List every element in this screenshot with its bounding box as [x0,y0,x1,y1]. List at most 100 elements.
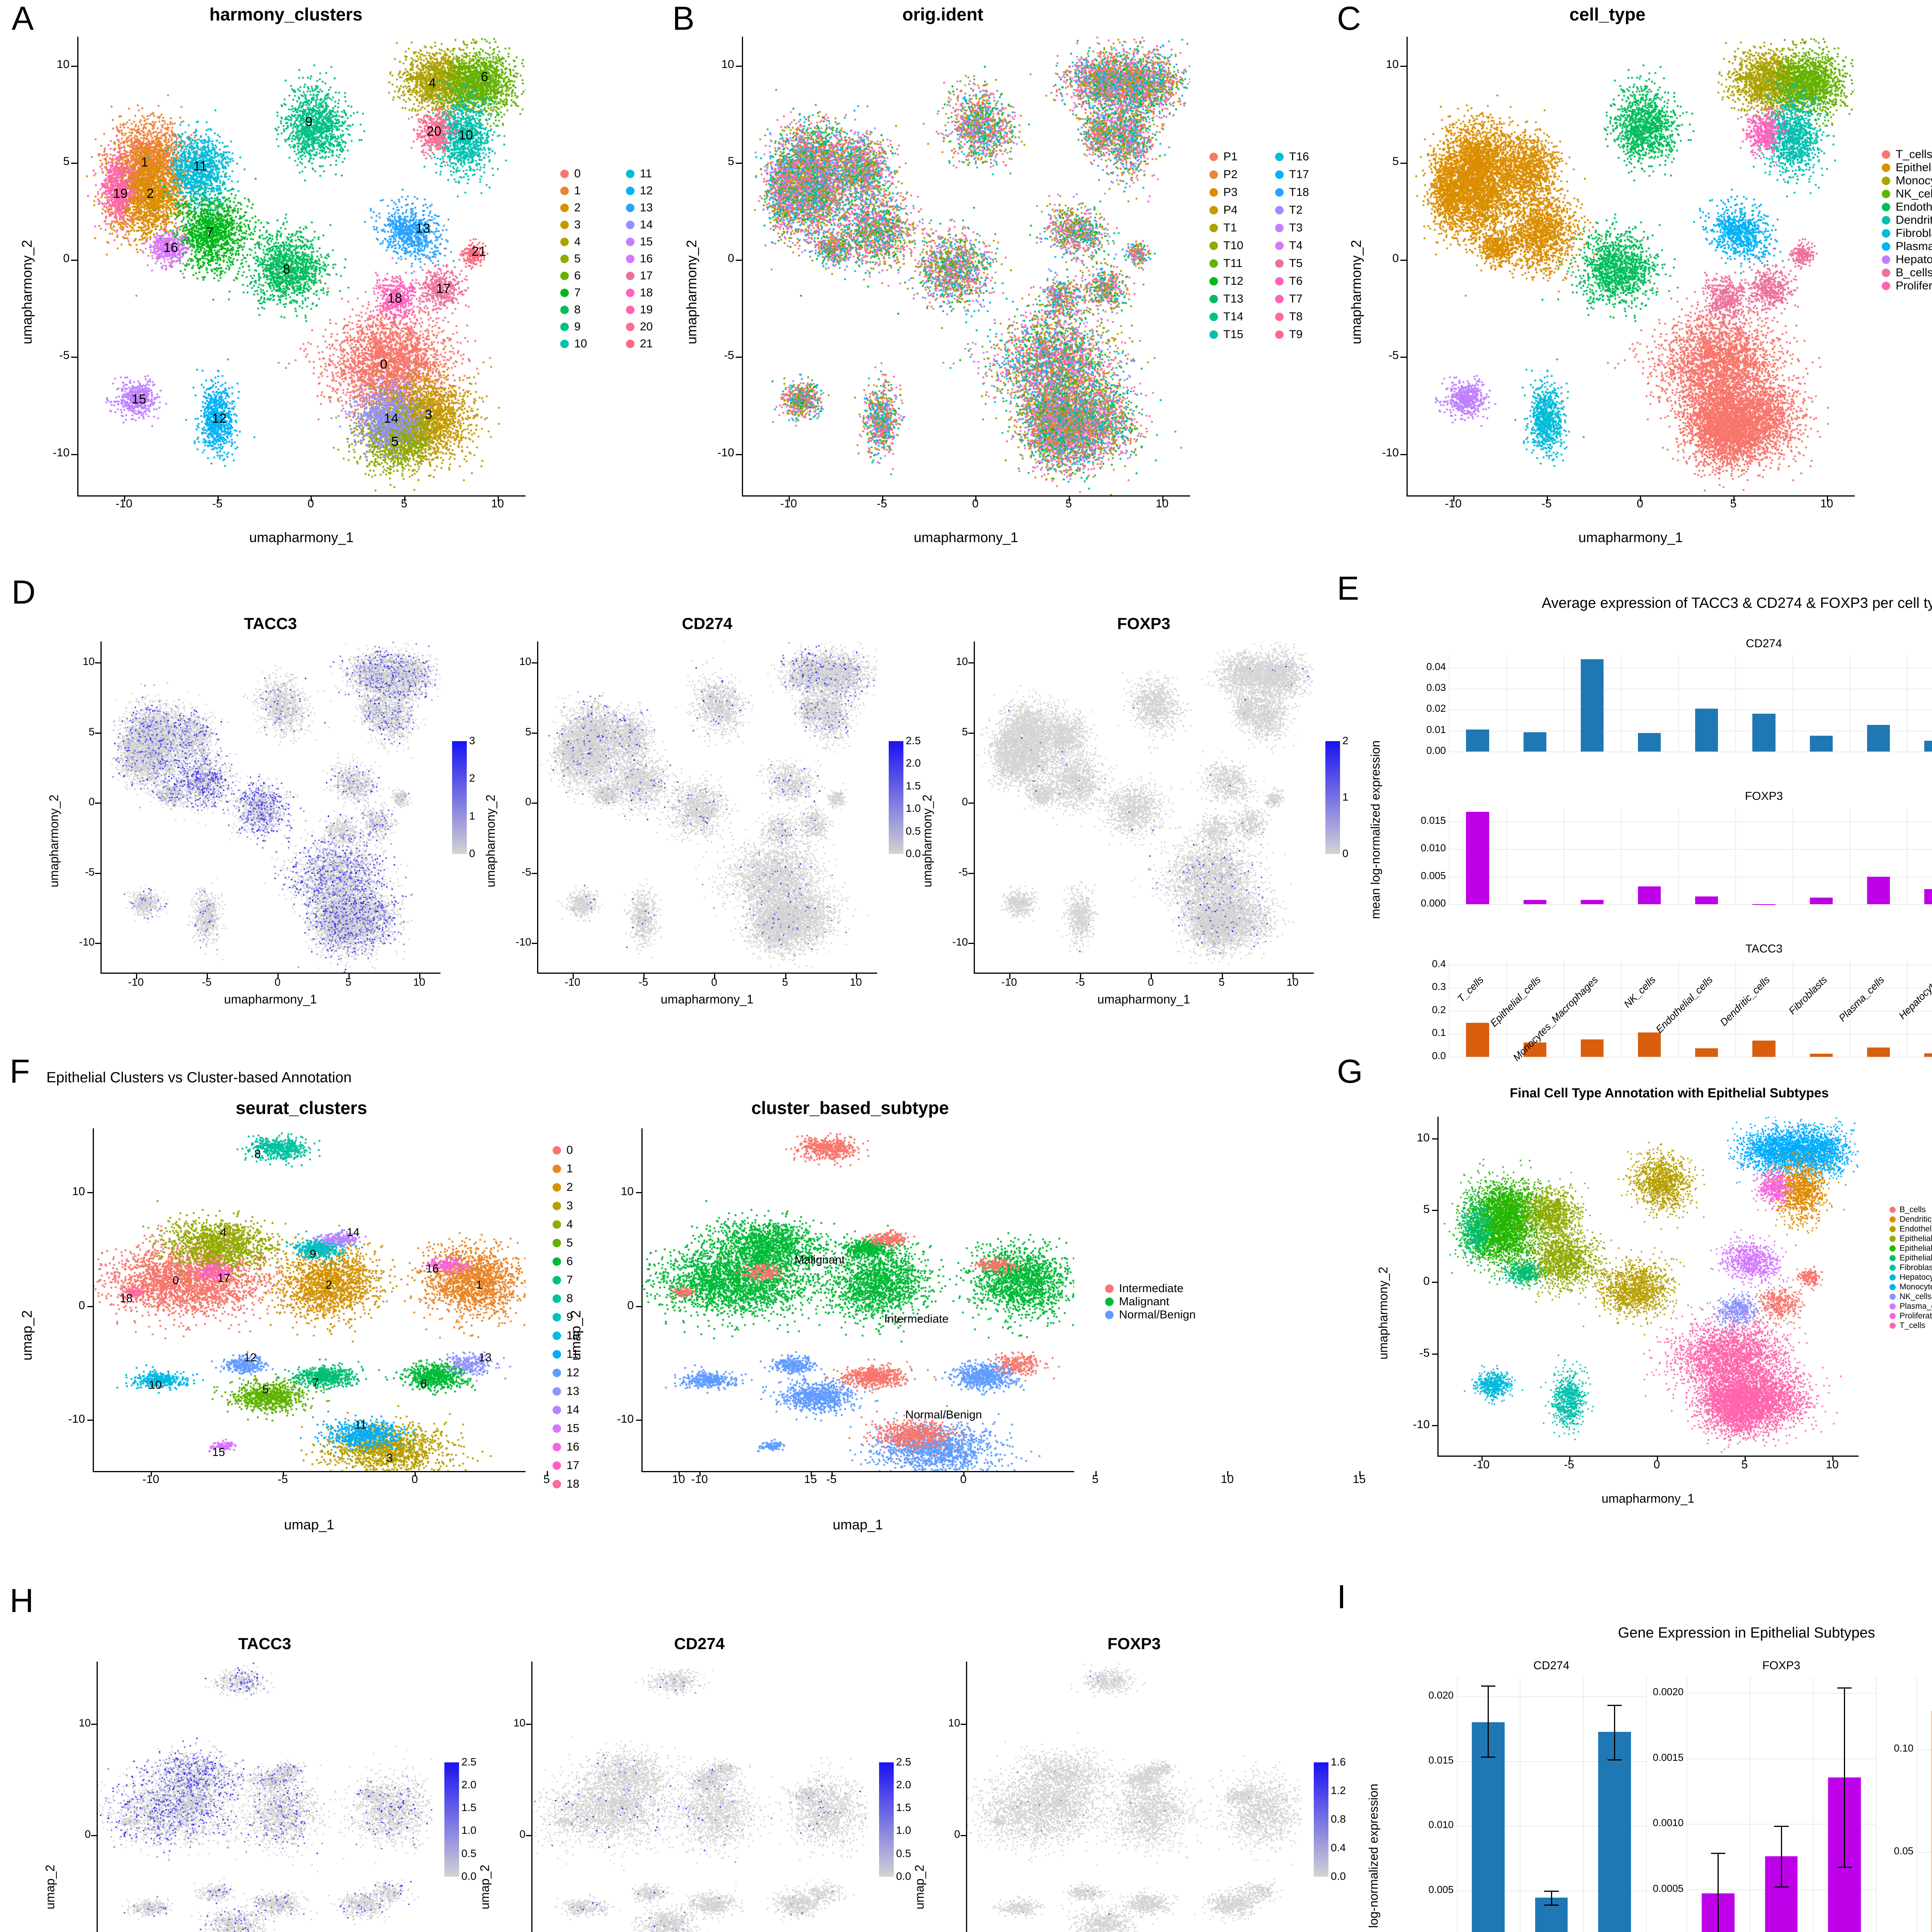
legend-sample-item[interactable]: T3 [1275,220,1309,236]
legend-harmony-cluster-item[interactable]: 11 [626,166,653,182]
panel-f-label: F [10,1053,30,1090]
legend-seurat-cluster-item[interactable]: 4 [553,1216,579,1233]
legend-seurat-cluster-item[interactable]: 0 [553,1142,579,1159]
legend-label: 18 [640,286,653,299]
legend-seurat-cluster-item[interactable]: 18 [553,1476,579,1493]
epi-cluster-label-10: 10 [149,1379,162,1392]
legend-harmony-cluster-item[interactable]: 3 [560,217,587,233]
legend-sample-item[interactable]: T1 [1209,220,1243,236]
legend-harmony-cluster-item[interactable]: 1 [560,183,587,199]
legend-sample-item[interactable]: P4 [1209,202,1243,218]
legend-harmony-cluster-item[interactable]: 8 [560,302,587,318]
legend-seurat-cluster-item[interactable]: 11 [553,1346,579,1363]
legend-sample-item[interactable]: T8 [1275,309,1309,325]
legend-sample-item[interactable]: P3 [1209,184,1243,201]
legend-final-celltype-item[interactable]: T_cells [1889,1321,1932,1330]
legend-harmony-cluster-item[interactable]: 21 [626,336,653,352]
legend-final-celltype-item[interactable]: Endothelial_cells [1889,1225,1932,1233]
legend-final-celltype-item[interactable]: B_cells [1889,1206,1932,1214]
legend-final-celltype-item[interactable]: Fibroblasts [1889,1264,1932,1272]
legend-sample-item[interactable]: T13 [1209,291,1243,307]
legend-subtype-item[interactable]: Normal/Benign [1105,1309,1196,1321]
legend-harmony-cluster-item[interactable]: 20 [626,319,653,335]
subtype-annotation: Malignant [794,1253,845,1266]
legend-final-celltype-item[interactable]: NK_cells [1889,1293,1932,1301]
legend-cell-type-item[interactable]: T_cells [1882,149,1932,160]
legend-cell-type-item[interactable]: Proliferating_cells [1882,280,1932,292]
legend-final-celltype-item[interactable]: Hepatocytes [1889,1273,1932,1281]
legend-harmony-cluster-item[interactable]: 18 [626,285,653,301]
legend-sample-item[interactable]: T16 [1275,149,1309,165]
legend-seurat-cluster-item[interactable]: 12 [553,1364,579,1381]
legend-label: 6 [574,269,581,282]
y-tick-mark [1432,1282,1437,1283]
legend-sample-item[interactable]: T15 [1209,327,1243,343]
legend-cell-type-item[interactable]: Dendritic_cells [1882,214,1932,226]
legend-sample-item[interactable]: T14 [1209,309,1243,325]
legend-sample-item[interactable]: T10 [1209,238,1243,254]
legend-final-celltype-item[interactable]: Plasma_cells [1889,1302,1932,1310]
legend-final-celltype-item[interactable]: Epithelial_Malignant [1889,1244,1932,1252]
legend-seurat-cluster-item[interactable]: 13 [553,1383,579,1400]
legend-cell-type-item[interactable]: Monocytes_Macrophages [1882,175,1932,187]
legend-harmony-cluster-item[interactable]: 5 [560,251,587,267]
legend-harmony-cluster-item[interactable]: 14 [626,217,653,233]
legend-harmony-cluster-item[interactable]: 15 [626,234,653,250]
legend-harmony-cluster-item[interactable]: 10 [560,336,587,352]
legend-cell-type-item[interactable]: Endothelial_cells [1882,201,1932,213]
legend-sample-item[interactable]: T6 [1275,273,1309,289]
legend-seurat-cluster-item[interactable]: 9 [553,1309,579,1326]
legend-seurat-cluster-item[interactable]: 2 [553,1179,579,1196]
legend-harmony-cluster-item[interactable]: 19 [626,302,653,318]
legend-final-celltype-item[interactable]: Epithelial_Normal/Benign [1889,1254,1932,1262]
legend-sample-item[interactable]: T12 [1209,273,1243,289]
legend-harmony-cluster-item[interactable]: 7 [560,285,587,301]
legend-harmony-cluster-item[interactable]: 0 [560,166,587,182]
legend-seurat-cluster-item[interactable]: 17 [553,1457,579,1474]
legend-seurat-cluster-item[interactable]: 15 [553,1420,579,1437]
legend-seurat-cluster-item[interactable]: 16 [553,1439,579,1456]
bar-FOXP3-Dendritic_cells [1752,904,1776,905]
legend-seurat-cluster-item[interactable]: 3 [553,1197,579,1214]
legend-cell-type-item[interactable]: Fibroblasts [1882,228,1932,239]
legend-seurat-cluster-item[interactable]: 10 [553,1327,579,1344]
legend-harmony-cluster-item[interactable]: 17 [626,268,653,284]
legend-cell-type-item[interactable]: Plasma_cells [1882,241,1932,252]
legend-harmony-cluster-item[interactable]: 4 [560,234,587,250]
legend-cell-type-item[interactable]: Epithelial_cells [1882,162,1932,173]
legend-subtype-item[interactable]: Malignant [1105,1296,1196,1308]
legend-cell-type-item[interactable]: Hepatocytes [1882,254,1932,265]
legend-final-celltype-item[interactable]: Monocytes_Macrophages [1889,1283,1932,1291]
legend-subtype-item[interactable]: Intermediate [1105,1283,1196,1294]
legend-final-celltype-item[interactable]: Proliferating_cells [1889,1312,1932,1320]
legend-harmony-cluster-item[interactable]: 13 [626,200,653,216]
legend-sample-item[interactable]: T7 [1275,291,1309,307]
legend-sample-item[interactable]: P2 [1209,167,1243,183]
legend-harmony-cluster-item[interactable]: 9 [560,319,587,335]
legend-cell-type-item[interactable]: NK_cells [1882,188,1932,200]
legend-sample-item[interactable]: T4 [1275,238,1309,254]
legend-sample-item[interactable]: T9 [1275,327,1309,343]
legend-sample-item[interactable]: T2 [1275,202,1309,218]
legend-sample-item[interactable]: T11 [1209,255,1243,272]
legend-harmony-cluster-item[interactable]: 6 [560,268,587,284]
legend-cell-type-item[interactable]: B_cells [1882,267,1932,279]
legend-sample-item[interactable]: P1 [1209,149,1243,165]
legend-sample-item[interactable]: T5 [1275,255,1309,272]
legend-sample-item[interactable]: T18 [1275,184,1309,201]
legend-harmony-cluster-item[interactable]: 2 [560,200,587,216]
legend-seurat-cluster-item[interactable]: 6 [553,1253,579,1270]
legend-seurat-cluster-item[interactable]: 14 [553,1401,579,1418]
gridline-h [1449,1057,1932,1058]
cluster-label-17: 17 [436,281,451,296]
legend-seurat-cluster-item[interactable]: 5 [553,1235,579,1252]
legend-seurat-cluster-item[interactable]: 1 [553,1160,579,1177]
legend-seurat-cluster-item[interactable]: 8 [553,1290,579,1307]
legend-final-celltype-item[interactable]: Epithelial_Intermediate [1889,1235,1932,1243]
legend-harmony-cluster-item[interactable]: 12 [626,183,653,199]
legend-label: 2 [566,1181,573,1194]
legend-harmony-cluster-item[interactable]: 16 [626,251,653,267]
legend-seurat-cluster-item[interactable]: 7 [553,1272,579,1289]
legend-sample-item[interactable]: T17 [1275,167,1309,183]
legend-final-celltype-item[interactable]: Dendritic_cells [1889,1215,1932,1223]
